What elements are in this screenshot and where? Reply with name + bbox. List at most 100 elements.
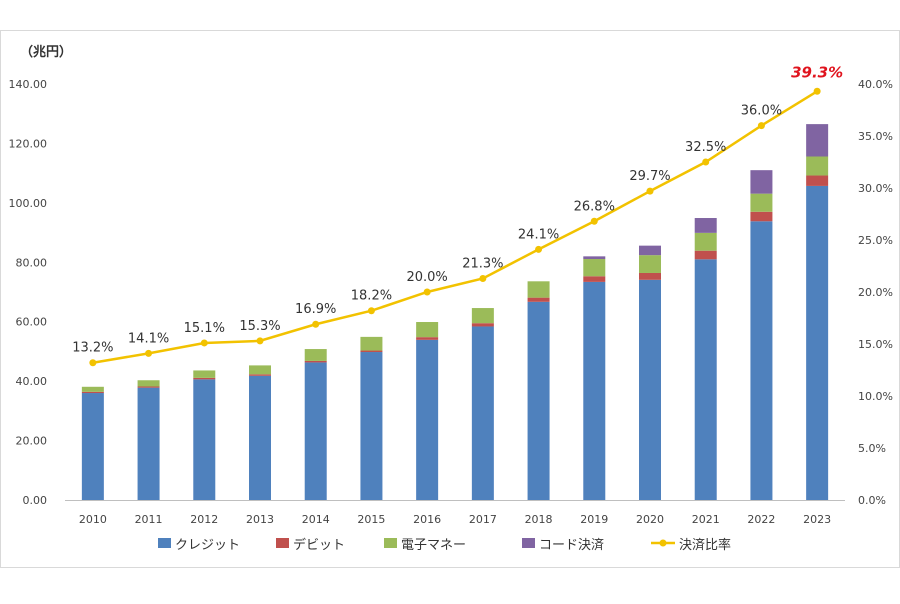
ratio-line (92, 90, 818, 364)
bar-segment (81, 386, 104, 392)
legend-marker (659, 539, 667, 547)
legend-swatch (276, 538, 289, 548)
ratio-data-label: 36.0% (741, 104, 782, 119)
y-tick-label: 120.00 (9, 137, 48, 150)
x-tick-label: 2011 (135, 513, 163, 526)
bar-segment (304, 349, 327, 361)
y2-tick-label: 10.0% (858, 390, 893, 403)
y2-tick-label: 0.0% (858, 494, 886, 507)
bar-segment (583, 281, 606, 500)
legend-swatch (384, 538, 397, 548)
bar-segment (360, 336, 383, 351)
ratio-data-label: 29.7% (629, 169, 670, 184)
y-tick-label: 0.00 (23, 494, 48, 507)
bar-segment (137, 387, 160, 500)
ratio-point (646, 187, 654, 195)
bar-segment (806, 124, 829, 157)
bar-segment (249, 374, 271, 376)
bar-segment (137, 380, 160, 387)
ratio-point (367, 307, 375, 315)
bar-segment (639, 279, 661, 500)
ratio-data-label: 21.3% (462, 256, 503, 271)
bar-segment (806, 156, 829, 176)
y2-tick-label: 30.0% (858, 182, 893, 195)
bar-segment (304, 360, 327, 363)
ratio-point (590, 217, 598, 225)
ratio-point (423, 288, 431, 296)
x-tick-label: 2022 (747, 513, 775, 526)
bar-segment (416, 322, 439, 338)
x-tick-label: 2017 (469, 513, 497, 526)
bar-segment (527, 301, 550, 500)
y2-tick-label: 25.0% (858, 234, 893, 247)
bar-segment (694, 259, 717, 500)
ratio-point (813, 87, 821, 95)
legend-swatch (158, 538, 171, 548)
y-tick-label: 60.00 (16, 316, 48, 329)
bar-segment (806, 175, 829, 186)
bar-segment (750, 211, 773, 222)
ratio-point (145, 349, 153, 357)
legend-label: クレジット (175, 538, 240, 553)
y-tick-label: 80.00 (16, 256, 48, 269)
x-tick-label: 2019 (580, 513, 608, 526)
ratio-point (479, 274, 487, 282)
bar-segment (639, 255, 661, 273)
ratio-data-label: 18.2% (351, 289, 392, 304)
bar-segment (304, 362, 327, 500)
ratio-point (256, 337, 264, 345)
bar-segment (750, 221, 773, 500)
x-tick-label: 2020 (636, 513, 664, 526)
ratio-data-label: 16.9% (295, 302, 336, 317)
ratio-data-label: 14.1% (128, 331, 169, 346)
bar-segment (694, 250, 717, 260)
bar-segment (249, 365, 271, 375)
legend-label: コード決済 (539, 537, 604, 553)
bar-segment (583, 259, 606, 277)
bar-segment (583, 276, 606, 282)
y2-tick-label: 35.0% (858, 130, 893, 143)
x-tick-label: 2023 (803, 513, 831, 526)
ratio-data-label: 13.2% (72, 341, 113, 356)
ratio-point (312, 320, 320, 328)
bar-segment (137, 386, 160, 388)
bar-segment (416, 337, 439, 340)
bar-segment (193, 377, 216, 380)
bar-segment (360, 350, 383, 353)
x-tick-label: 2013 (246, 513, 274, 526)
bar-segment (81, 391, 104, 394)
bar-segment (416, 339, 439, 500)
legend-label: 決済比率 (679, 537, 731, 553)
bar-segment (750, 193, 773, 212)
ratio-data-label: 39.3% (791, 63, 843, 81)
y-tick-label: 20.00 (16, 435, 48, 448)
legend-label: 電子マネー (401, 538, 466, 553)
ratio-point (89, 359, 97, 367)
ratio-point (702, 158, 710, 166)
bar-segment (583, 256, 606, 260)
bar-segment (527, 297, 550, 302)
bar-segment (249, 375, 271, 500)
y-axis-label: （兆円） (20, 44, 72, 60)
y2-tick-label: 40.0% (858, 78, 893, 91)
y-tick-label: 40.00 (16, 375, 48, 388)
ratio-point (200, 339, 208, 347)
ratio-data-label: 15.1% (184, 321, 225, 336)
bar-segment (639, 245, 661, 256)
legend-label: デビット (293, 537, 345, 553)
x-tick-label: 2010 (79, 513, 107, 526)
bar-segment (694, 232, 717, 251)
x-tick-label: 2015 (357, 513, 385, 526)
ratio-data-label: 24.1% (518, 227, 559, 242)
bar-segment (471, 326, 494, 500)
ratio-point (757, 122, 765, 130)
ratio-point (535, 245, 543, 253)
x-tick-label: 2018 (525, 513, 553, 526)
ratio-data-label: 20.0% (406, 270, 447, 285)
bar-segment (806, 185, 829, 501)
bar-segment (750, 170, 773, 194)
bar-segment (694, 218, 717, 233)
y-tick-label: 140.00 (9, 78, 48, 91)
